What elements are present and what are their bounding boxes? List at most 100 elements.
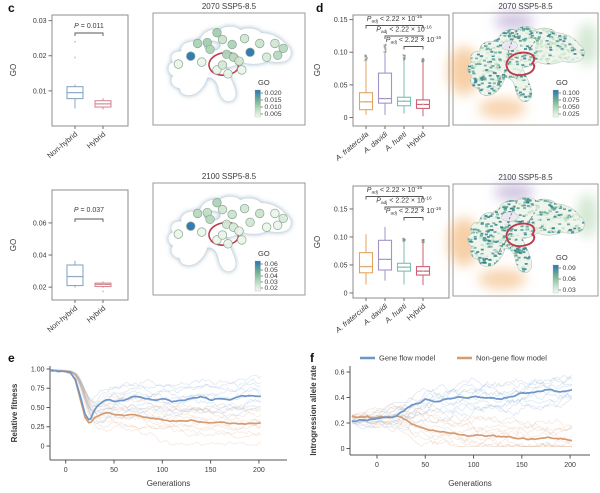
x-category-label: Hybrid [85,130,107,151]
site-dot [192,208,203,219]
outlier-dot [421,60,424,62]
site-dot [205,214,215,224]
site-dot [223,239,233,249]
x-tick-label: 0 [64,467,68,474]
y-tick-label: 1.00 [31,366,45,373]
y-axis-title: GO [9,239,18,251]
outlier-dot [402,239,405,242]
site-dot [245,217,255,227]
map-c2_map: 2100 SSP5-8.5 GO 0.060.050.040.030.02 [152,172,306,296]
outlier-dot [403,56,405,59]
y-tick-label: 0 [344,115,348,122]
outlier-dot [384,44,386,46]
significance-bracket [365,25,424,29]
outlier-dot [422,239,424,242]
outlier-dot [422,57,424,60]
mean-dot [365,100,367,103]
outlier-dot [403,58,406,61]
site-dot [212,28,222,38]
outlier-dot [364,58,367,61]
x-axis-title: Generations [448,479,492,488]
replicate-line [50,370,262,432]
outlier-dot [421,241,423,244]
box [66,264,84,287]
outlier-dot [421,239,424,242]
outlier-dot [403,238,405,240]
replicate-line [351,395,573,426]
y-tick-label: 0.01 [33,88,47,95]
pvalue-annotation: P = 0.037 [74,207,104,214]
outlier-dot [423,240,425,243]
outlier-dot [403,238,405,240]
outlier-dot [402,238,404,241]
outlier-dot [384,50,387,53]
site-dot [197,227,207,237]
outlier-dot [423,241,425,244]
outlier-dot [402,55,405,57]
legend-tick-label: 0.03 [265,279,278,286]
y-axis-title: GO [9,64,18,76]
site-dot [234,56,244,66]
outlier-dot [402,237,404,240]
x-tick-label: 150 [516,462,528,469]
outlier-dot [365,57,368,60]
replicate-line [351,376,573,419]
y-tick-label: 0.25 [31,424,45,431]
outlier-dot [365,55,367,57]
replicate-line [50,369,262,405]
outlier-dot [364,53,367,56]
significance-bracket [74,218,104,222]
outlier-dot [421,60,423,62]
outlier-dot [364,55,367,57]
outlier-dot [422,241,425,244]
site-dot [261,222,272,232]
y-tick-label: 0.10 [334,234,348,241]
outlier-dot [403,238,405,240]
x-tick-label: 100 [156,467,168,474]
x-category-label: Hybrid [405,130,427,151]
replicate-line [50,370,261,408]
outlier-dot [404,56,406,59]
legend-label: Non-gene flow model [476,354,547,363]
outlier-dot [404,55,406,57]
x-category-label: Hybrid [85,304,107,325]
site-dot [192,38,203,49]
outlier-dot [384,50,387,52]
site-dot [273,220,283,230]
outlier-dot [402,238,405,240]
mean-dot [384,258,386,261]
outlier-dot [384,44,386,46]
site-dot [239,203,250,214]
replicate-line [50,369,261,413]
outlier-dot [402,56,404,59]
replicate-line [351,397,573,431]
outlier-dot [366,56,368,59]
pvalue-annotation: Padj < 2.22 × 10-16 [367,185,423,195]
outlier-dot [403,56,405,58]
site-dot [197,57,207,67]
outlier-dot [421,60,423,63]
site-dot [227,209,237,220]
outlier-dot [422,241,425,244]
outlier-dot [423,58,425,61]
site-dot [173,59,183,69]
y-tick-label: 0 [344,290,348,297]
replicate-line [50,369,262,418]
box [377,239,393,271]
outlier-dot [384,46,386,49]
outlier-dot [403,57,406,60]
legend-tick-label: 0.05 [265,267,278,274]
legend-tick-label: 0.025 [563,111,580,118]
outlier-dot [421,57,424,60]
map-title: 2070 SSP5-8.5 [498,2,553,11]
y-tick-label: 0 [341,446,345,453]
outlier-dot [423,59,425,62]
mean-dot [102,102,104,105]
panel-label-c: c [8,1,15,15]
outlier-dot [364,55,367,57]
outlier-dot [364,57,367,59]
focal-region-outline [505,222,536,248]
replicate-line [50,370,261,412]
outlier-dot [383,45,386,47]
outlier-dot [74,40,76,43]
